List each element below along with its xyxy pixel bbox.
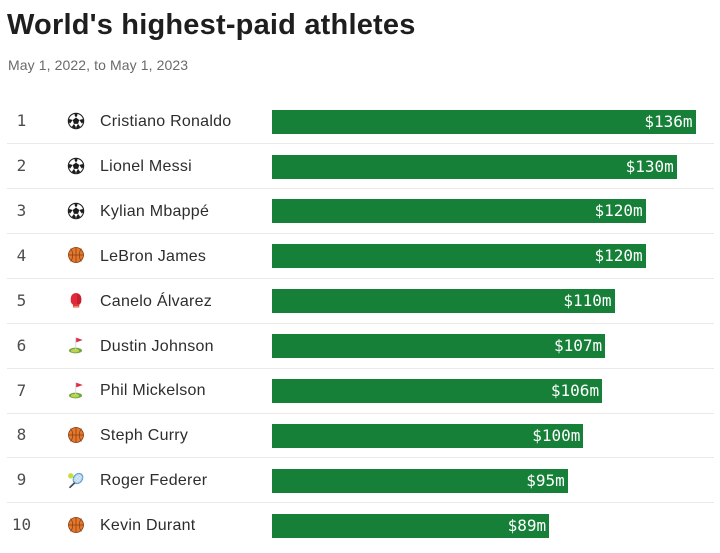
bar-track: $110m — [272, 289, 696, 314]
value-label: $89m — [507, 515, 547, 535]
basketball-icon — [67, 233, 85, 278]
value-bar: $130m — [272, 154, 677, 179]
value-bar: $107m — [272, 334, 606, 359]
chart-title: World's highest-paid athletes — [7, 9, 416, 41]
boxing-glove-icon — [67, 278, 85, 323]
athlete-name: Dustin Johnson — [100, 337, 214, 355]
athlete-name: Canelo Álvarez — [100, 292, 212, 310]
rank-label: 1 — [16, 111, 27, 131]
athlete-name: Kylian Mbappé — [100, 202, 210, 220]
table-row: 9 Roger Federer $95m — [0, 457, 720, 502]
athlete-name: Lionel Messi — [100, 158, 192, 175]
athlete-name: Phil Mickelson — [100, 382, 206, 400]
bar-track: $95m — [272, 468, 696, 493]
row-divider — [7, 277, 714, 279]
row-divider — [7, 143, 714, 145]
bar-track: $89m — [272, 513, 696, 538]
athlete-name: Kevin Durant — [100, 517, 196, 534]
value-bar: $89m — [272, 513, 550, 538]
value-label: $136m — [644, 111, 693, 131]
table-row: 2 Lionel Messi $130m — [0, 143, 720, 188]
value-bar: $95m — [272, 468, 568, 493]
table-row: 1 Cristiano Ronaldo $136m — [0, 98, 720, 143]
table-row: 7 Phil Mickelson $106m — [0, 367, 720, 413]
soccer-ball-icon — [67, 143, 85, 188]
value-label: $120m — [594, 246, 643, 266]
rank-label: 3 — [16, 201, 27, 221]
row-divider — [7, 412, 714, 414]
soccer-ball-icon — [67, 98, 85, 143]
bar-track: $120m — [272, 199, 696, 224]
rank-label: 4 — [16, 245, 27, 265]
value-bar: $100m — [272, 423, 584, 448]
rank-label: 7 — [16, 380, 27, 400]
value-label: $106m — [550, 380, 600, 400]
value-bar: $106m — [272, 378, 603, 403]
table-row: 5 Canelo Álvarez $110m — [0, 277, 720, 323]
row-divider — [7, 322, 714, 324]
value-label: $100m — [532, 425, 581, 445]
athlete-name: Steph Curry — [100, 427, 189, 445]
row-divider — [7, 233, 714, 235]
rank-label: 8 — [16, 425, 27, 445]
rank-label: 9 — [16, 470, 27, 490]
value-label: $130m — [625, 156, 674, 176]
value-label: $120m — [594, 201, 643, 221]
row-divider — [7, 502, 714, 504]
athlete-name: Cristiano Ronaldo — [100, 113, 232, 131]
value-bar: $120m — [272, 244, 646, 269]
chart-subtitle: May 1, 2022, to May 1, 2023 — [8, 57, 189, 73]
bar-track: $130m — [272, 154, 696, 179]
chart-rows: 1 Cristiano Ronaldo $136m 2 Lionel Messi… — [0, 98, 720, 547]
table-row: 8 Steph Curry $100m — [0, 412, 720, 458]
row-divider — [7, 457, 714, 459]
bar-track: $120m — [272, 244, 696, 269]
table-row: 4 LeBron James $120m — [0, 233, 720, 278]
value-label: $110m — [563, 291, 612, 311]
bar-track: $100m — [272, 423, 696, 448]
bar-track: $106m — [272, 378, 696, 403]
table-row: 3 Kylian Mbappé $120m — [0, 188, 720, 233]
value-bar: $120m — [272, 199, 646, 224]
row-divider — [7, 188, 714, 190]
value-bar: $136m — [272, 109, 696, 134]
athlete-name: LeBron James — [100, 247, 207, 265]
rank-label: 6 — [16, 335, 27, 355]
bar-track: $107m — [272, 334, 696, 359]
basketball-icon — [67, 413, 85, 458]
value-label: $95m — [526, 470, 565, 490]
row-divider — [7, 367, 714, 369]
basketball-icon — [67, 502, 85, 547]
value-bar: $110m — [272, 289, 615, 314]
table-row: 6 Dustin Johnson $107m — [0, 322, 720, 368]
table-row: 10 Kevin Durant $89m — [0, 502, 720, 547]
soccer-ball-icon — [67, 188, 85, 233]
golf-flag-icon — [67, 323, 85, 368]
rank-label: 5 — [16, 290, 27, 310]
golf-flag-icon — [67, 368, 85, 413]
rank-label: 10 — [11, 515, 32, 535]
tennis-racket-icon — [67, 457, 85, 502]
athlete-name: Roger Federer — [100, 472, 208, 490]
bar-track: $136m — [272, 109, 696, 134]
value-label: $107m — [554, 336, 603, 356]
rank-label: 2 — [16, 156, 27, 176]
